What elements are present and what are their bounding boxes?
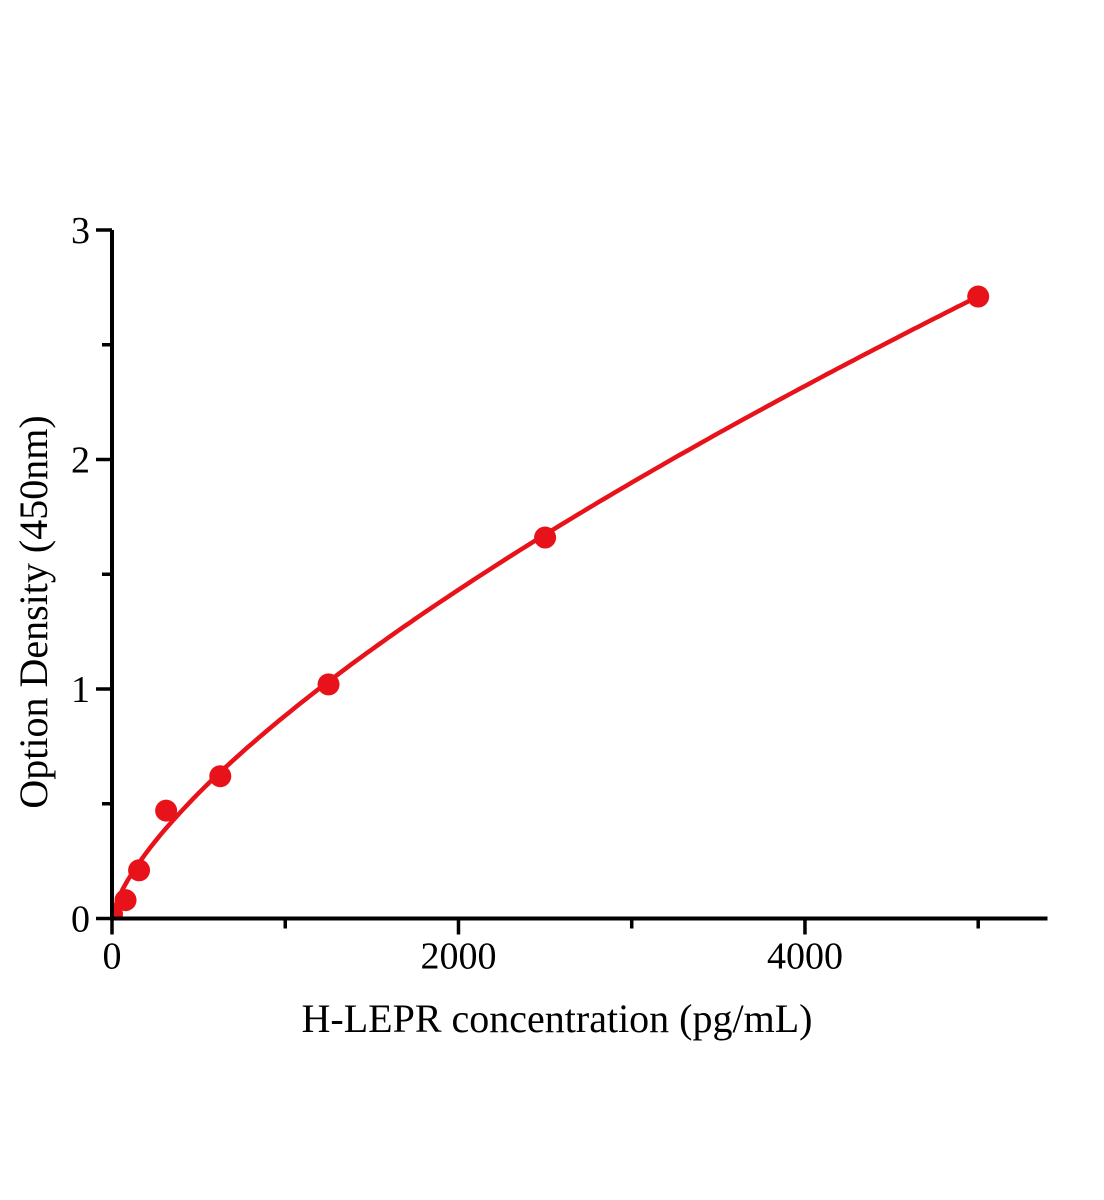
- data-point: [114, 889, 137, 912]
- y-tick-label: 2: [71, 440, 90, 482]
- data-point: [114, 903, 123, 917]
- series-layer: [114, 285, 990, 917]
- y-tick-label: 0: [71, 899, 90, 941]
- x-axis-title: H-LEPR concentration (pg/mL): [302, 996, 813, 1041]
- x-tick-label: 2000: [420, 936, 496, 978]
- data-point: [317, 673, 340, 696]
- y-axis-title: Option Density (450nm): [11, 415, 56, 808]
- data-point: [534, 526, 557, 549]
- x-tick-label: 4000: [767, 936, 843, 978]
- x-tick-label: 0: [103, 936, 122, 978]
- y-tick-label: 1: [71, 669, 90, 711]
- data-point: [155, 799, 178, 822]
- data-point: [967, 285, 990, 308]
- y-tick-label: 3: [71, 210, 90, 252]
- data-point: [209, 765, 232, 788]
- data-point: [128, 859, 151, 882]
- axes-layer: 0 2000 4000 0 1 2 3: [71, 210, 1048, 978]
- fit-curve: [114, 294, 981, 917]
